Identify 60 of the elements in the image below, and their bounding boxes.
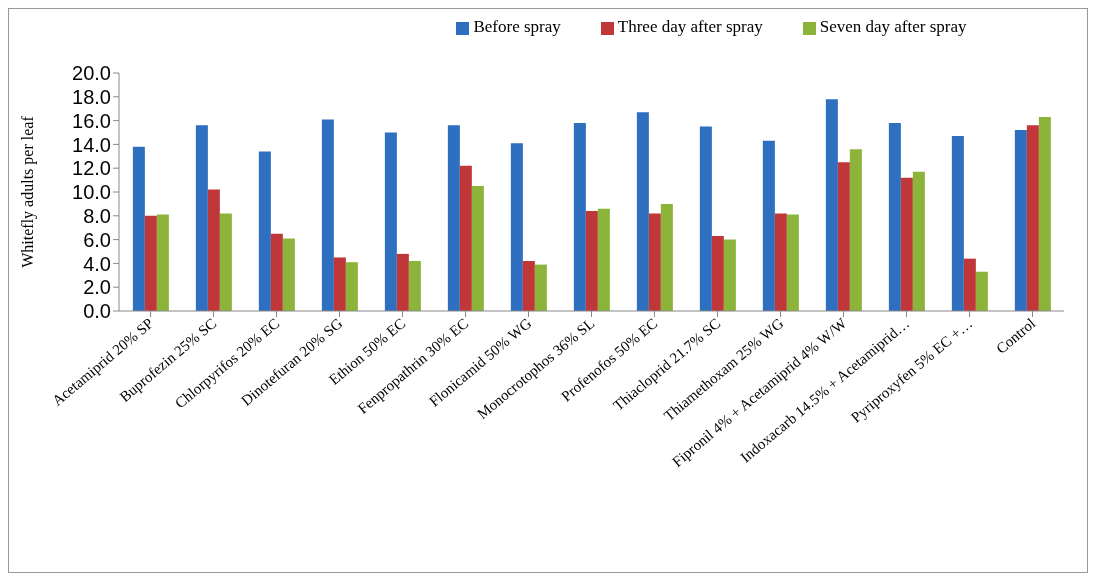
y-tick-label: 10.0 xyxy=(72,181,111,204)
bar xyxy=(408,261,421,311)
bar xyxy=(762,140,775,311)
bar xyxy=(900,177,913,311)
bar xyxy=(1014,130,1027,311)
bar xyxy=(321,119,334,311)
bar xyxy=(270,233,283,311)
bar xyxy=(522,261,535,311)
bar xyxy=(396,253,409,311)
bar xyxy=(825,99,838,311)
legend-label: Three day after spray xyxy=(617,17,763,36)
bar xyxy=(573,122,586,311)
bar xyxy=(636,112,649,311)
y-tick-label: 18.0 xyxy=(72,85,111,108)
bar xyxy=(1038,117,1051,311)
bar xyxy=(912,171,925,311)
legend-label: Seven day after spray xyxy=(819,17,967,36)
bar xyxy=(723,239,736,311)
bar xyxy=(219,213,232,311)
bar xyxy=(699,126,712,311)
y-tick-label: 16.0 xyxy=(72,109,111,132)
bar xyxy=(144,215,157,311)
bar xyxy=(837,162,850,311)
bar xyxy=(156,214,169,311)
bar xyxy=(510,143,523,311)
bar xyxy=(888,122,901,311)
y-tick-label: 4.0 xyxy=(83,252,111,275)
bar xyxy=(963,258,976,311)
bar xyxy=(258,151,271,311)
y-tick-label: 14.0 xyxy=(72,133,111,156)
bar xyxy=(975,271,988,311)
bar xyxy=(333,257,346,311)
bar xyxy=(132,146,145,311)
bar xyxy=(459,165,472,311)
bar xyxy=(282,238,295,311)
y-tick-label: 6.0 xyxy=(83,228,111,251)
bar xyxy=(447,125,460,311)
bar xyxy=(597,208,610,311)
bar xyxy=(774,213,787,311)
y-tick-label: 2.0 xyxy=(83,276,111,299)
y-axis-title: Whitefly adults per leaf xyxy=(18,115,37,268)
bar xyxy=(1026,125,1039,311)
bar xyxy=(471,186,484,311)
bar xyxy=(207,189,220,311)
bar xyxy=(786,214,799,311)
y-tick-label: 20.0 xyxy=(72,62,111,85)
bar xyxy=(660,203,673,311)
y-tick-label: 0.0 xyxy=(83,300,111,323)
y-tick-label: 12.0 xyxy=(72,157,111,180)
bar xyxy=(195,125,208,311)
legend-label: Before spray xyxy=(473,17,561,36)
bar xyxy=(585,211,598,311)
bar xyxy=(384,132,397,311)
bar xyxy=(345,262,358,311)
bar xyxy=(951,136,964,311)
y-tick-label: 8.0 xyxy=(83,204,111,227)
bar xyxy=(711,236,724,311)
bar xyxy=(534,264,547,311)
bar xyxy=(849,149,862,311)
bar xyxy=(648,213,661,311)
